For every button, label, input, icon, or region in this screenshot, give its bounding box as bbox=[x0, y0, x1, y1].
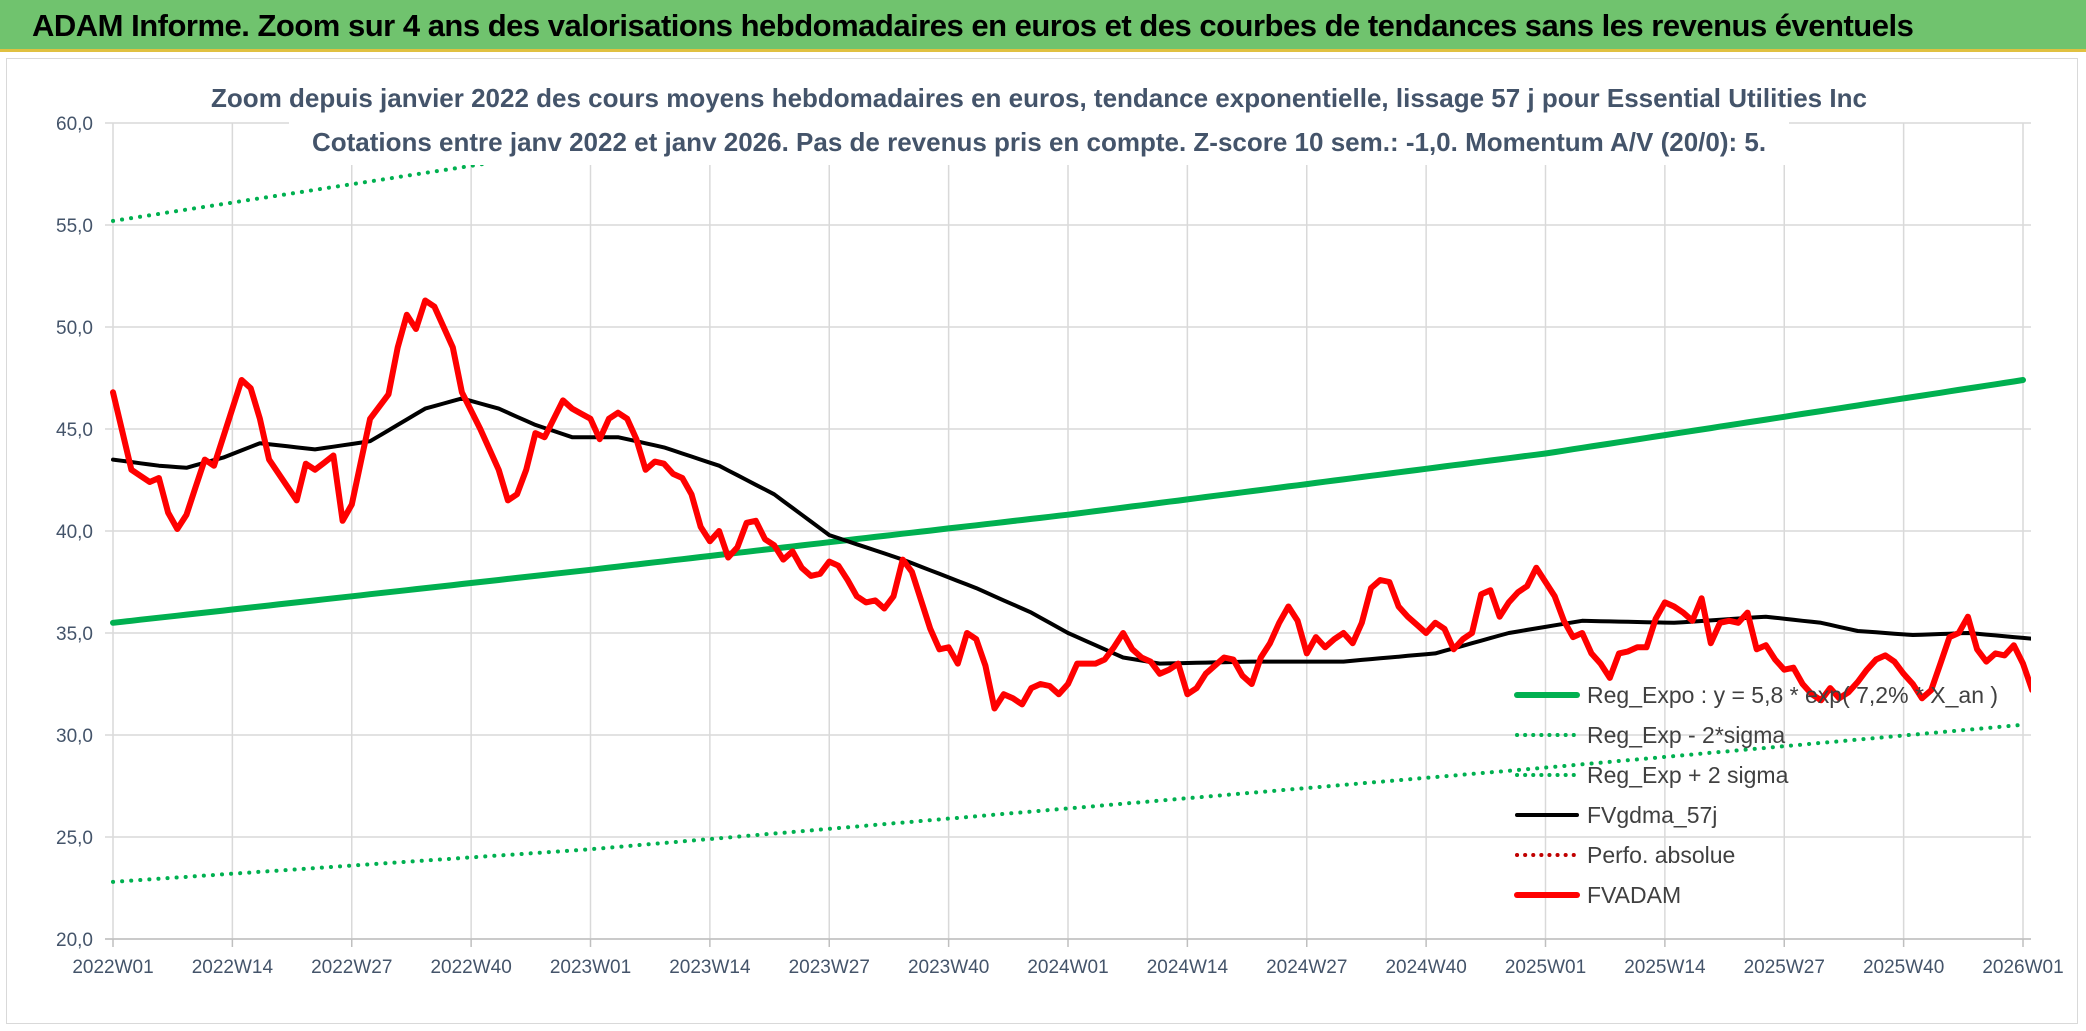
x-tick-label: 2022W01 bbox=[72, 957, 153, 978]
legend: Reg_Expo : y = 5,8 * exp( 7,2% * X_an ) R… bbox=[1514, 682, 1998, 908]
x-tick-label: 2024W14 bbox=[1147, 957, 1229, 978]
grid-lines bbox=[105, 122, 2031, 940]
x-tick-label: 2023W01 bbox=[550, 957, 631, 978]
page-title: ADAM Informe. Zoom sur 4 ans des valoris… bbox=[32, 8, 1914, 43]
x-tick-label: 2023W14 bbox=[669, 957, 751, 978]
legend-label-fvadam-line: FVADAM bbox=[1587, 882, 1681, 908]
y-tick-label: 30,0 bbox=[56, 726, 93, 747]
x-tick-label: 2025W14 bbox=[1624, 957, 1706, 978]
axis-labels: 20,0 25,0 30,0 35,0 40,0 45,0 50,0 55,0 60,0 2022… bbox=[56, 114, 2064, 978]
series-layer bbox=[110, 123, 2031, 884]
legend-label-perfo-absolue-line: Perfo. absolue bbox=[1587, 842, 1735, 868]
legend-label-reg-expo-line: Reg_Expo : y = 5,8 * exp( 7,2% * X_an ) bbox=[1587, 682, 1998, 708]
x-tick-label: 2022W40 bbox=[430, 957, 511, 978]
x-tick-label: 2026W01 bbox=[1982, 957, 2063, 978]
legend-label-reg-exp-minus-2sigma-line: Reg_Exp - 2*sigma bbox=[1587, 722, 1785, 748]
y-tick-label: 35,0 bbox=[56, 624, 93, 645]
y-tick-label: 45,0 bbox=[56, 420, 93, 441]
x-tick-label: 2022W14 bbox=[192, 957, 274, 978]
y-tick-label: 50,0 bbox=[56, 318, 93, 339]
legend-label-fvgdma-57j-line: FVgdma_57j bbox=[1587, 802, 1717, 828]
x-tick-label: 2025W27 bbox=[1744, 957, 1825, 978]
reg-expo-line bbox=[110, 377, 2026, 626]
x-tick-label: 2024W01 bbox=[1027, 957, 1108, 978]
reg-exp-minus-2sigma-line bbox=[111, 722, 2025, 884]
x-tick-label: 2025W01 bbox=[1505, 957, 1586, 978]
chart-title-background bbox=[289, 65, 1789, 165]
x-tick-label: 2024W40 bbox=[1385, 957, 1466, 978]
x-tick-label: 2025W40 bbox=[1863, 957, 1944, 978]
y-tick-label: 25,0 bbox=[56, 828, 93, 849]
x-tick-label: 2023W27 bbox=[789, 957, 870, 978]
chart-frame: Zoom depuis janvier 2022 des cours moyen… bbox=[6, 58, 2078, 1024]
chart-subtitle-line2: Cotations entre janv 2022 et janv 2026. … bbox=[312, 127, 1766, 157]
chart-subtitle-line1: Zoom depuis janvier 2022 des cours moyen… bbox=[211, 83, 1867, 113]
fvgdma-57j-line bbox=[111, 396, 2031, 666]
y-tick-label: 40,0 bbox=[56, 522, 93, 543]
x-tick-label: 2023W40 bbox=[908, 957, 989, 978]
line-chart: Zoom depuis janvier 2022 des cours moyen… bbox=[56, 65, 2064, 978]
y-tick-label: 20,0 bbox=[56, 930, 93, 951]
y-tick-label: 60,0 bbox=[56, 114, 93, 135]
header-bar: ADAM Informe. Zoom sur 4 ans des valoris… bbox=[0, 0, 2086, 52]
fvadam-line bbox=[110, 297, 2031, 712]
x-tick-label: 2024W27 bbox=[1266, 957, 1347, 978]
legend-label-reg-exp-plus-2sigma-line: Reg_Exp + 2 sigma bbox=[1587, 762, 1789, 788]
y-tick-label: 55,0 bbox=[56, 216, 93, 237]
x-tick-label: 2022W27 bbox=[311, 957, 392, 978]
chart-title: Zoom depuis janvier 2022 des cours moyen… bbox=[211, 65, 1867, 165]
